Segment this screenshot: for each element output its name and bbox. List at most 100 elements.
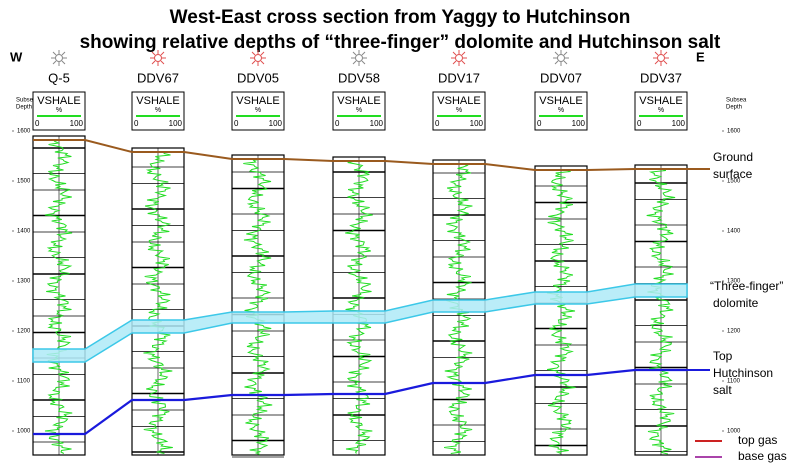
curve-name: VSHALE <box>639 95 682 107</box>
vshale-curve <box>345 160 373 454</box>
ground-surface-line <box>33 139 687 171</box>
symbol-circle <box>557 54 565 62</box>
scale-max: 100 <box>370 119 384 128</box>
scale-min: 0 <box>637 119 642 128</box>
symbol-ray <box>352 51 357 56</box>
curve-name: VSHALE <box>136 95 179 107</box>
well-name: Q-5 <box>48 70 70 85</box>
curve-name: VSHALE <box>437 95 480 107</box>
scale-max: 100 <box>672 119 686 128</box>
scale-max: 100 <box>70 119 84 128</box>
tick-label: 1200 <box>17 329 31 335</box>
vshale-curve <box>143 151 173 454</box>
curve-unit: % <box>658 107 664 114</box>
axis-title: Depth <box>726 105 742 111</box>
tick-label: 1600 <box>17 129 31 135</box>
well-name: DDV07 <box>540 70 582 85</box>
track-header <box>432 91 486 131</box>
annotation: Top <box>713 349 733 363</box>
curve-name: VSHALE <box>236 95 279 107</box>
symbol-ray <box>554 60 559 65</box>
symbol-circle <box>657 54 665 62</box>
symbol-ray <box>452 60 457 65</box>
axis-title: Depth <box>16 105 32 111</box>
symbol-ray <box>663 60 668 65</box>
track-header <box>131 91 185 131</box>
symbol-ray <box>452 51 457 56</box>
symbol-circle <box>55 54 63 62</box>
curve-unit: % <box>356 107 362 114</box>
symbol-ray <box>260 60 265 65</box>
well-symbol <box>250 50 266 66</box>
symbol-ray <box>251 51 256 56</box>
salt-top-line <box>33 368 687 436</box>
symbol-ray <box>563 51 568 56</box>
scale-max: 100 <box>169 119 183 128</box>
annotation: salt <box>713 383 732 397</box>
well-name: DDV58 <box>338 70 380 85</box>
curve-name: VSHALE <box>337 95 380 107</box>
tick-label: 1300 <box>17 279 31 285</box>
well-symbol <box>653 50 669 66</box>
scale-max: 100 <box>572 119 586 128</box>
east-label: E <box>696 49 705 64</box>
vshale-curve <box>243 158 273 455</box>
title: showing relative depths of “three-finger… <box>80 32 721 53</box>
symbol-ray <box>663 51 668 56</box>
scale-min: 0 <box>234 119 239 128</box>
tick-label: 1400 <box>727 229 741 235</box>
curve-unit: % <box>456 107 462 114</box>
scale-min: 0 <box>537 119 542 128</box>
west-label: W <box>10 49 23 64</box>
symbol-ray <box>251 60 256 65</box>
tick-label: 1100 <box>727 379 741 385</box>
tick-label: 1500 <box>727 179 741 185</box>
vshale-curve <box>44 139 73 454</box>
symbol-ray <box>61 60 66 65</box>
well-symbol <box>451 50 467 66</box>
track-header <box>634 91 688 131</box>
symbol-ray <box>461 51 466 56</box>
well-name: DDV05 <box>237 70 279 85</box>
track-header <box>231 91 285 131</box>
well-symbol <box>51 50 67 66</box>
symbol-ray <box>554 51 559 56</box>
symbol-ray <box>160 60 165 65</box>
vshale-curve <box>646 168 676 455</box>
symbol-circle <box>254 54 262 62</box>
symbol-circle <box>355 54 363 62</box>
axis-title: Subsea <box>726 98 747 104</box>
title: West-East cross section from Yaggy to Hu… <box>170 7 631 28</box>
symbol-ray <box>52 60 57 65</box>
tick-label: 1600 <box>727 129 741 135</box>
symbol-ray <box>654 60 659 65</box>
curve-unit: % <box>155 107 161 114</box>
curve-name: VSHALE <box>37 95 80 107</box>
curve-unit: % <box>255 107 261 114</box>
track-header <box>32 91 86 131</box>
well-symbol <box>351 50 367 66</box>
symbol-circle <box>154 54 162 62</box>
legend-label: base gas <box>738 449 787 463</box>
symbol-ray <box>361 60 366 65</box>
scale-min: 0 <box>134 119 139 128</box>
well-name: DDV37 <box>640 70 682 85</box>
tick-label: 1200 <box>727 329 741 335</box>
symbol-ray <box>563 60 568 65</box>
legend-label: top gas <box>738 433 777 447</box>
symbol-ray <box>352 60 357 65</box>
well-symbol <box>150 50 166 66</box>
annotation: Hutchinson <box>713 366 773 380</box>
symbol-ray <box>160 51 165 56</box>
curve-name: VSHALE <box>539 95 582 107</box>
symbol-ray <box>654 51 659 56</box>
dolomite-band <box>32 283 688 363</box>
curve-unit: % <box>56 107 62 114</box>
tick-label: 1100 <box>17 379 31 385</box>
tick-label: 1400 <box>17 229 31 235</box>
axis-title: Subsea <box>16 98 37 104</box>
symbol-circle <box>455 54 463 62</box>
annotation: surface <box>713 167 753 181</box>
well-symbol <box>553 50 569 66</box>
scale-min: 0 <box>435 119 440 128</box>
